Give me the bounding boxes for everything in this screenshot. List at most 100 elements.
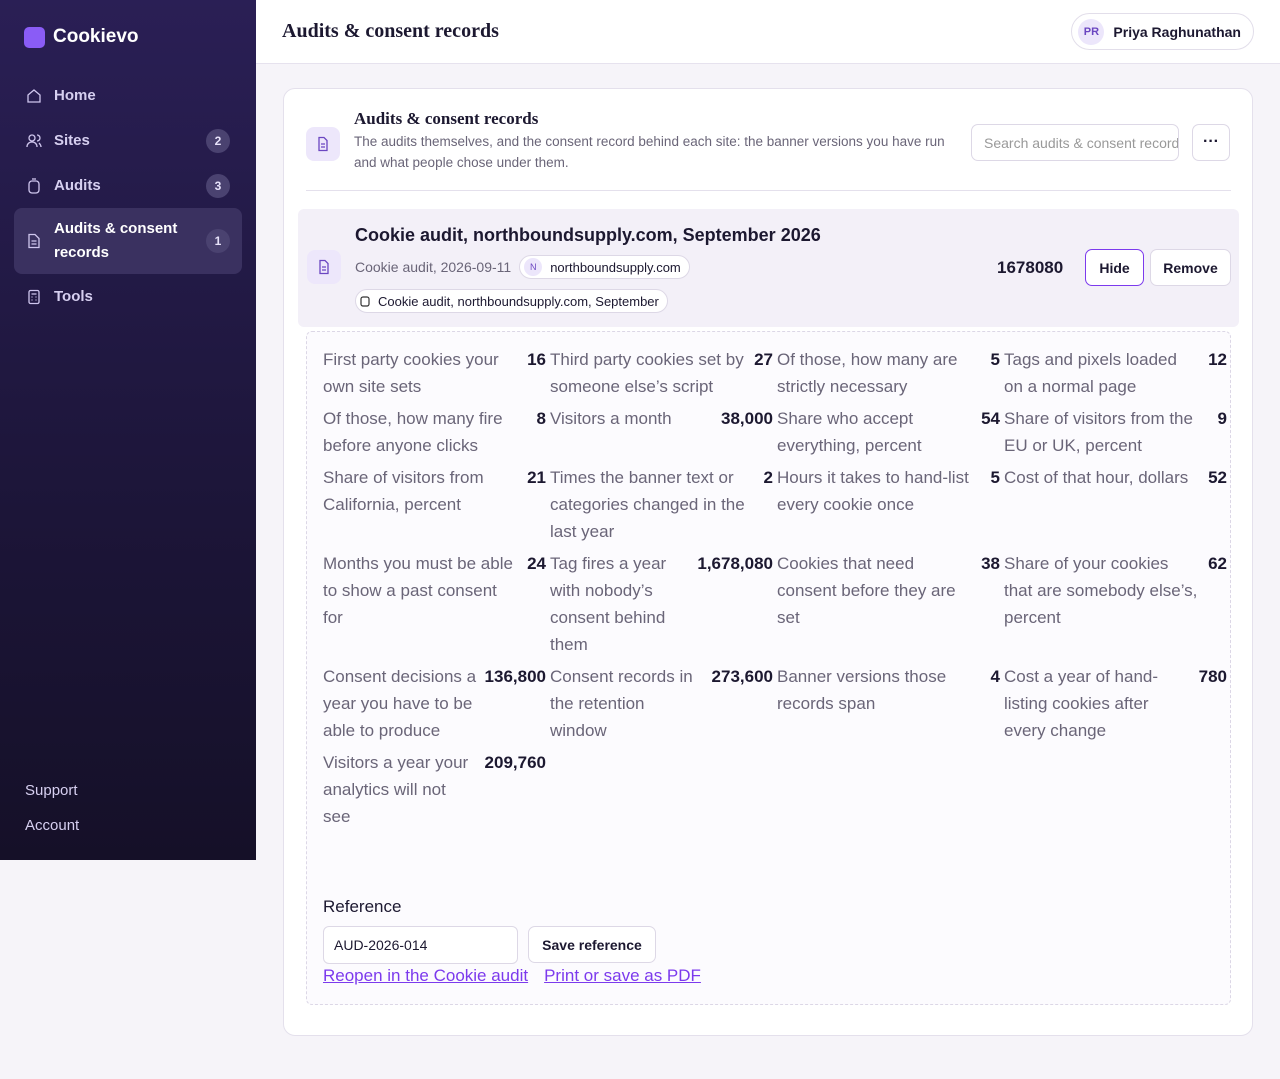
metric-label: Third party cookies set by someone else’… bbox=[550, 350, 744, 396]
metric: Of those, how many are strictly necessar… bbox=[777, 346, 1000, 400]
metric-value: 21 bbox=[527, 468, 546, 487]
nav-link[interactable]: Support bbox=[25, 782, 78, 799]
reference-input[interactable]: AUD-2026-014 bbox=[323, 926, 518, 964]
metric-value: 24 bbox=[527, 554, 546, 573]
metric-label: Consent records in the retention window bbox=[550, 667, 693, 740]
remove-button[interactable]: Remove bbox=[1150, 249, 1231, 286]
metric-value: 16 bbox=[527, 350, 546, 369]
site-name: northboundsupply.com bbox=[550, 259, 681, 275]
metric-value: 5 bbox=[990, 468, 1000, 487]
metric: Banner versions those records span 4 bbox=[777, 663, 1000, 744]
metric: Months you must be able to show a past c… bbox=[323, 550, 546, 658]
record-row: Cookie audit, northboundsupply.com, Sept… bbox=[298, 209, 1239, 327]
metric-value: 8 bbox=[536, 409, 546, 428]
metric-label: Share of visitors from the EU or UK, per… bbox=[1004, 409, 1193, 455]
search-input[interactable]: Search audits & consent records bbox=[971, 124, 1179, 161]
nav-label: Audits & consent records bbox=[54, 220, 178, 261]
metric-value: 1,678,080 bbox=[697, 554, 773, 573]
metric-value: 52 bbox=[1208, 468, 1227, 487]
metric-value: 2 bbox=[763, 468, 773, 487]
more-button[interactable]: ··· bbox=[1192, 124, 1230, 161]
link[interactable]: Reopen in the Cookie audit bbox=[323, 966, 529, 985]
metric-label: Share of visitors from California, perce… bbox=[323, 468, 484, 514]
metric-label: Of those, how many fire before anyone cl… bbox=[323, 409, 503, 455]
nav-item[interactable]: Home bbox=[14, 73, 242, 118]
metric: Consent records in the retention window 2… bbox=[550, 663, 773, 744]
user-name: Priya Raghunathan bbox=[1113, 23, 1241, 40]
metric: Consent decisions a year you have to be … bbox=[323, 663, 546, 744]
metric: Visitors a month 38,000 bbox=[550, 405, 773, 459]
nav-badge: 2 bbox=[206, 128, 230, 153]
nav-link[interactable]: Account bbox=[25, 817, 80, 834]
metric-label: Months you must be able to show a past c… bbox=[323, 554, 513, 627]
brand-name: Cookievo bbox=[53, 26, 139, 47]
metric-label: Of those, how many are strictly necessar… bbox=[777, 350, 958, 396]
links: Reopen in the Cookie audit Print or save… bbox=[323, 966, 701, 986]
metric-value: 5 bbox=[990, 350, 1000, 369]
metric: Share of visitors from California, perce… bbox=[323, 464, 546, 545]
metric-label: Tag fires a year with nobody’s consent b… bbox=[550, 554, 667, 654]
record-total: 1678080 bbox=[997, 258, 1064, 277]
metric-label: Times the banner text or categories chan… bbox=[550, 468, 745, 541]
reference-label: Reference bbox=[323, 897, 402, 916]
metric: Third party cookies set by someone else’… bbox=[550, 346, 773, 400]
record-title: Cookie audit, northboundsupply.com, Sept… bbox=[355, 225, 821, 245]
nav-icon bbox=[26, 133, 42, 147]
metric-value: 27 bbox=[754, 350, 773, 369]
nav-badge: 1 bbox=[206, 229, 230, 253]
nav-icon bbox=[27, 88, 41, 103]
user-menu[interactable]: PR Priya Raghunathan bbox=[1071, 13, 1254, 50]
save-button[interactable]: Save reference bbox=[528, 926, 656, 963]
record-details: First party cookies your own site sets 16… bbox=[306, 331, 1231, 1005]
metric-label: Visitors a month bbox=[550, 409, 672, 428]
nav-label: Home bbox=[54, 86, 96, 104]
link[interactable]: Print or save as PDF bbox=[544, 966, 701, 985]
metric: Cost a year of hand-listing cookies afte… bbox=[1004, 663, 1227, 744]
record-date: Cookie audit, 2026-09-11 bbox=[355, 259, 512, 275]
metric-label: Consent decisions a year you have to be … bbox=[323, 667, 477, 740]
metric-label: Cost of that hour, dollars bbox=[1004, 468, 1189, 487]
metric-label: Share who accept everything, percent bbox=[777, 409, 922, 455]
nav-label: Audits bbox=[54, 176, 101, 194]
nav-icon bbox=[28, 289, 40, 304]
metric-label: Share of your cookies that are somebody … bbox=[1004, 554, 1198, 627]
metric: Cookies that need consent before they ar… bbox=[777, 550, 1000, 658]
brand[interactable]: Cookievo bbox=[24, 26, 139, 48]
nav-item[interactable]: Sites 2 bbox=[14, 118, 242, 163]
nav-icon bbox=[28, 233, 40, 249]
metric: Of those, how many fire before anyone cl… bbox=[323, 405, 546, 459]
nav-item[interactable]: Tools bbox=[14, 274, 242, 319]
metric-value: 38 bbox=[981, 554, 1000, 573]
metric: Share of visitors from the EU or UK, per… bbox=[1004, 405, 1227, 459]
panel: Audits & consent records The audits them… bbox=[283, 88, 1253, 1036]
metric-value: 62 bbox=[1208, 554, 1227, 573]
metric: Times the banner text or categories chan… bbox=[550, 464, 773, 545]
icon bbox=[307, 250, 341, 284]
metric-value: 54 bbox=[981, 409, 1000, 428]
source-name: Cookie audit, northboundsupply.com, Sept… bbox=[378, 293, 659, 309]
metric: Hours it takes to hand-list every cookie… bbox=[777, 464, 1000, 545]
panel-description: The audits themselves, and the consent r… bbox=[354, 134, 945, 170]
metric: Share who accept everything, percent 54 bbox=[777, 405, 1000, 459]
nav-badge: 3 bbox=[206, 173, 230, 198]
icon bbox=[306, 127, 340, 161]
metric: Visitors a year your analytics will not … bbox=[323, 749, 546, 830]
metric-label: Hours it takes to hand-list every cookie… bbox=[777, 468, 969, 514]
metric: Share of your cookies that are somebody … bbox=[1004, 550, 1227, 658]
source-chip[interactable]: Cookie audit, northboundsupply.com, Sept… bbox=[355, 289, 668, 313]
hide-button[interactable]: Hide bbox=[1085, 249, 1144, 286]
nav-item[interactable]: Audits & consent records 1 bbox=[14, 208, 242, 274]
nav-item[interactable]: Audits 3 bbox=[14, 163, 242, 208]
metric-value: 136,800 bbox=[484, 667, 546, 686]
sidebar: Cookievo Home Sites 2 Audits 3 Audits & conse… bbox=[0, 0, 256, 860]
metric: Tags and pixels loaded on a normal page 1… bbox=[1004, 346, 1227, 400]
metric-label: First party cookies your own site sets bbox=[323, 350, 499, 396]
metric-value: 780 bbox=[1198, 667, 1227, 686]
footer-nav: Support Account bbox=[25, 782, 79, 852]
metric-label: Banner versions those records span bbox=[777, 667, 947, 713]
avatar: PR bbox=[1078, 18, 1105, 45]
metric-value: 12 bbox=[1208, 350, 1227, 369]
logo bbox=[24, 26, 45, 48]
